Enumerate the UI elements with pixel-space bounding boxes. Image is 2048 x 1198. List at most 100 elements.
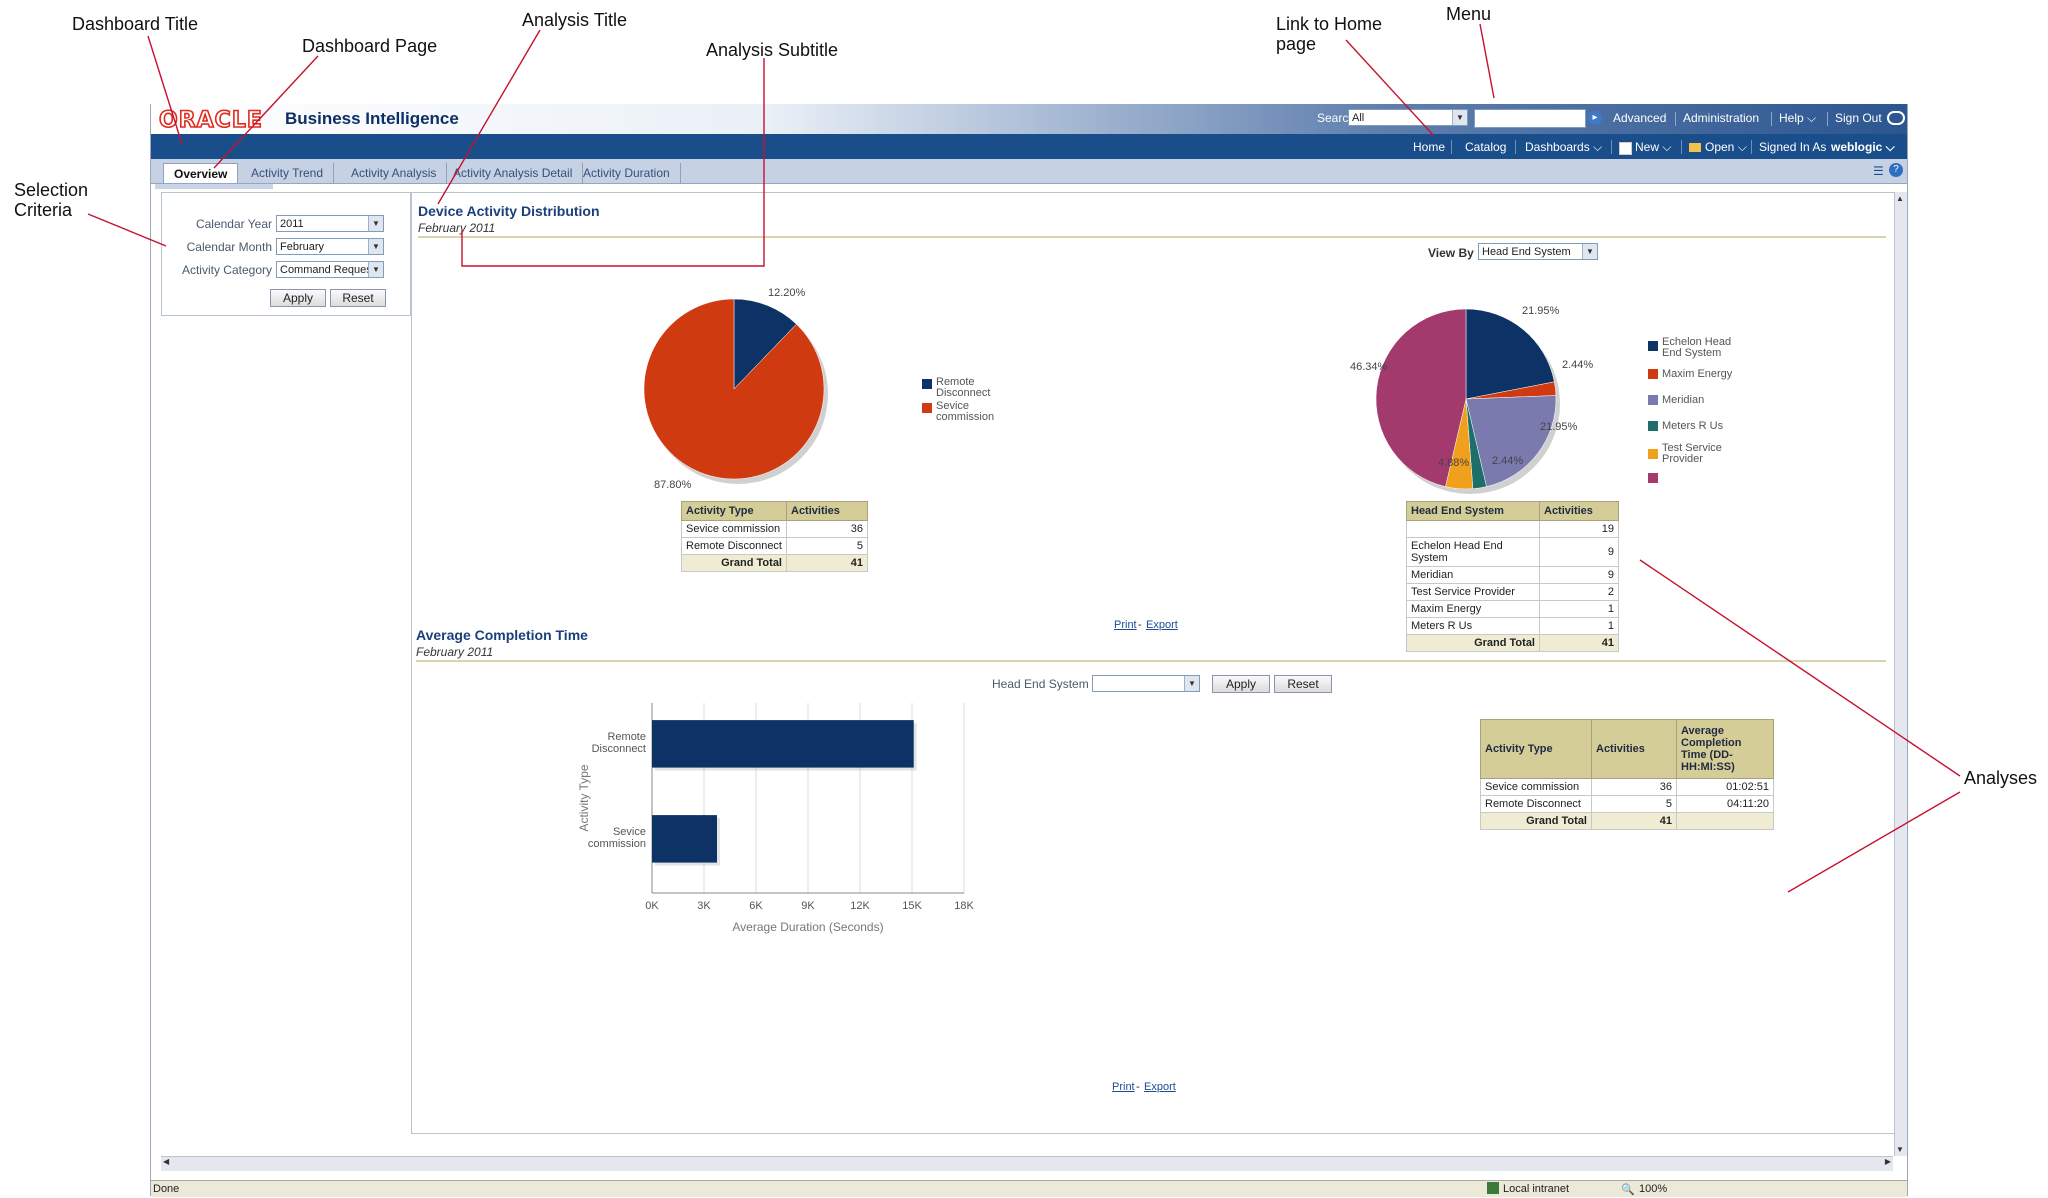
help-icon[interactable]: ? <box>1889 163 1903 177</box>
callout-menu: Menu <box>1446 4 1492 24</box>
analysis-subtitle: February 2011 <box>418 221 496 235</box>
activity-type-table: Activity Type Activities Sevice commissio… <box>681 501 868 572</box>
head-end-system-label: Head End System <box>992 677 1089 691</box>
legend-swatch <box>1648 369 1658 379</box>
folder-icon <box>1689 143 1701 152</box>
activity-category-select[interactable]: Command Reques ▼ <box>276 261 384 278</box>
apply-button[interactable]: Apply <box>270 289 326 307</box>
x-tick-label: 6K <box>749 900 763 912</box>
signed-in-label: Signed In As <box>1759 140 1827 154</box>
title-rule <box>416 660 1886 662</box>
search-go-icon[interactable]: ▸ <box>1588 111 1602 125</box>
callout-analyses: Analyses <box>1964 768 2038 788</box>
tab-activity-analysis[interactable]: Activity Analysis <box>341 163 448 183</box>
user-menu[interactable]: weblogic ⌵ <box>1831 140 1895 154</box>
dashboard-page-tabs: Overview Activity Trend Activity Analysi… <box>151 159 1907 184</box>
chevron-down-icon: ▼ <box>368 262 383 277</box>
intranet-icon <box>1487 1182 1499 1194</box>
chevron-down-icon: ▼ <box>1452 110 1467 125</box>
nav-new[interactable]: New ⌵ <box>1635 140 1672 154</box>
pie-slice <box>1465 308 1555 400</box>
chevron-down-icon: ▼ <box>1582 244 1597 259</box>
zoom-icon: 🔍 <box>1621 1184 1635 1196</box>
calendar-year-select[interactable]: 2011 ▼ <box>276 215 384 232</box>
global-nav: Home Catalog Dashboards ⌵ New ⌵ Open ⌵ S… <box>151 134 1907 189</box>
calendar-year-label: Calendar Year <box>195 217 272 231</box>
product-name: Business Intelligence <box>285 109 459 128</box>
export-link[interactable]: Export <box>1146 619 1178 631</box>
selection-criteria-panel: Calendar Year 2011 ▼ Calendar Month Febru… <box>161 192 411 316</box>
y-tick-label: Sevice <box>613 826 646 838</box>
oracle-shape-icon <box>1887 111 1905 125</box>
pie-label: 2.44% <box>1492 455 1524 467</box>
head-end-system-select[interactable]: ▼ <box>1092 675 1200 692</box>
legend-item: Maxim Energy <box>1662 368 1733 380</box>
x-tick-label: 15K <box>902 900 922 912</box>
reset-button[interactable]: Reset <box>330 289 386 307</box>
nav-dashboards[interactable]: Dashboards ⌵ <box>1525 140 1603 154</box>
nav-home[interactable]: Home <box>1413 140 1446 154</box>
search-scope-select[interactable]: All ▼ <box>1348 109 1468 126</box>
chevron-down-icon: ▼ <box>368 216 383 231</box>
pie-label: 21.95% <box>1522 305 1560 317</box>
callout-selection-criteria: Selection Criteria <box>14 180 89 220</box>
callout-analysis-subtitle: Analysis Subtitle <box>706 40 839 60</box>
title-rule <box>418 236 1886 238</box>
x-tick-label: 9K <box>801 900 815 912</box>
legend-swatch <box>1648 449 1658 459</box>
administration-link[interactable]: Administration <box>1683 111 1760 125</box>
x-tick-label: 0K <box>645 900 659 912</box>
pie-chart-activity-type <box>643 298 828 484</box>
horizontal-scrollbar[interactable]: ◀ ▶ <box>161 1156 1893 1171</box>
pie-slice <box>733 298 797 390</box>
nav-open[interactable]: Open ⌵ <box>1705 140 1747 154</box>
zoom-level[interactable]: 100% <box>1639 1183 1668 1195</box>
legend-swatch <box>1648 341 1658 351</box>
y-axis-title: Activity Type <box>577 764 591 831</box>
advanced-link[interactable]: Advanced <box>1613 111 1667 125</box>
apply-button[interactable]: Apply <box>1212 675 1270 693</box>
top-bar: ORACLE Business Intelligence Search All ▼… <box>151 104 1907 134</box>
callout-dashboard-title: Dashboard Title <box>72 14 199 34</box>
pie-label: 87.80% <box>654 479 692 491</box>
new-icon <box>1619 142 1632 155</box>
pie-label: 12.20% <box>768 287 806 299</box>
legend-item: Remote Disconnect <box>936 376 991 399</box>
reset-button[interactable]: Reset <box>1274 675 1332 693</box>
export-link[interactable]: Export <box>1144 1081 1176 1093</box>
tab-activity-trend[interactable]: Activity Trend <box>241 163 335 183</box>
y-tick-label: Disconnect <box>592 743 646 755</box>
bar <box>652 815 717 863</box>
analysis-title: Device Activity Distribution <box>418 203 600 219</box>
bar <box>652 720 914 768</box>
callout-analysis-title: Analysis Title <box>522 10 628 30</box>
pie-chart-head-end-system <box>1375 308 1560 494</box>
head-end-system-table: Head End System Activities 19 Echelon Hea… <box>1406 501 1619 652</box>
nav-catalog[interactable]: Catalog <box>1465 140 1507 154</box>
y-tick-label: commission <box>588 838 646 850</box>
zone-text: Local intranet <box>1503 1183 1570 1195</box>
calendar-month-select[interactable]: February ▼ <box>276 238 384 255</box>
pie-label: 4.88% <box>1438 457 1470 469</box>
chevron-down-icon: ▼ <box>1184 676 1199 691</box>
pie-label: 21.95% <box>1540 421 1578 433</box>
sign-out-link[interactable]: Sign Out <box>1835 111 1882 125</box>
analyses-area: Device Activity Distribution February 20… <box>411 192 1899 1134</box>
view-by-select[interactable]: Head End System ▼ <box>1478 243 1598 260</box>
tab-overview[interactable]: Overview <box>163 163 239 183</box>
vertical-scrollbar[interactable]: ▲ ▼ <box>1894 192 1907 1156</box>
print-link[interactable]: Print <box>1112 1081 1135 1093</box>
legend-item: Echelon Head End System <box>1662 336 1732 359</box>
tab-activity-analysis-detail[interactable]: Activity Analysis Detail <box>443 163 584 183</box>
pie-slice <box>1465 395 1557 487</box>
help-menu[interactable]: Help ⌵ <box>1779 111 1817 125</box>
x-tick-label: 18K <box>954 900 974 912</box>
callout-dashboard-page: Dashboard Page <box>302 36 438 56</box>
legend-item: Test Service Provider <box>1662 442 1722 465</box>
search-input[interactable] <box>1474 109 1586 128</box>
page-options-icon[interactable]: ☰ <box>1873 164 1884 178</box>
print-link[interactable]: Print <box>1114 619 1137 631</box>
tab-activity-duration[interactable]: Activity Duration <box>573 163 681 183</box>
view-by-label: View By <box>1428 246 1474 260</box>
